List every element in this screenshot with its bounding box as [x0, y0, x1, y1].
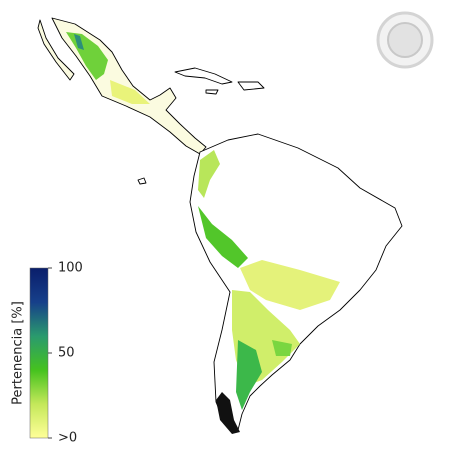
landmass: [37, 17, 403, 431]
tick-label: >0: [58, 431, 77, 446]
jamaica: [205, 89, 219, 95]
logo: [376, 11, 434, 69]
colorbar: [29, 267, 49, 439]
patch: [272, 340, 292, 356]
cuba: [174, 67, 233, 85]
patch: [240, 260, 340, 310]
patch: [198, 206, 248, 268]
tick-label: 100: [58, 261, 83, 276]
suitability-patches: [66, 32, 340, 434]
patch: [198, 150, 220, 198]
galapagos: [137, 177, 147, 185]
tick-label: 50: [58, 346, 75, 361]
legend-title: Pertenencia [%]: [11, 301, 26, 405]
hispaniola: [237, 81, 265, 91]
patch: [110, 80, 150, 104]
patch: [236, 340, 262, 410]
baja-california: [37, 19, 75, 81]
patch: [216, 392, 240, 434]
patch: [66, 32, 108, 80]
logo-inner: [387, 22, 423, 58]
patch: [74, 34, 84, 50]
